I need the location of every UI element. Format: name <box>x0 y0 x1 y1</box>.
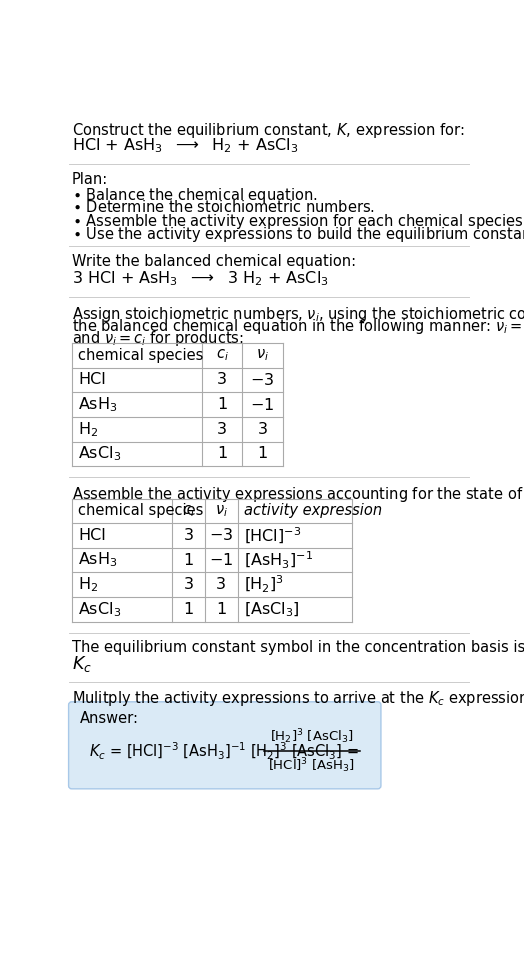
Text: $-3$: $-3$ <box>250 372 275 388</box>
Text: [HCl]$^3$ [AsH$_3$]: [HCl]$^3$ [AsH$_3$] <box>268 757 355 775</box>
Text: [AsH$_3$]$^{-1}$: [AsH$_3$]$^{-1}$ <box>244 550 313 571</box>
Text: and $\nu_i = c_i$ for products:: and $\nu_i = c_i$ for products: <box>72 329 244 348</box>
Bar <box>72 343 282 466</box>
Text: [AsCl$_3$]: [AsCl$_3$] <box>244 600 300 619</box>
Text: $K_c$: $K_c$ <box>72 654 92 674</box>
Text: 3: 3 <box>184 577 194 593</box>
Text: $c_i$: $c_i$ <box>182 503 195 519</box>
Text: [H$_2$]$^3$: [H$_2$]$^3$ <box>244 574 284 596</box>
Text: H$_2$: H$_2$ <box>78 575 98 595</box>
Text: Assign stoichiometric numbers, $\nu_i$, using the stoichiometric coefficients, $: Assign stoichiometric numbers, $\nu_i$, … <box>72 305 524 323</box>
Text: [H$_2$]$^3$ [AsCl$_3$]: [H$_2$]$^3$ [AsCl$_3$] <box>270 727 354 746</box>
Text: 3 HCl + AsH$_3$  $\longrightarrow$  3 H$_2$ + AsCl$_3$: 3 HCl + AsH$_3$ $\longrightarrow$ 3 H$_2… <box>72 269 329 288</box>
Text: The equilibrium constant symbol in the concentration basis is:: The equilibrium constant symbol in the c… <box>72 641 524 655</box>
Text: $\nu_i$: $\nu_i$ <box>215 503 228 519</box>
Text: $-3$: $-3$ <box>209 527 233 544</box>
Text: H$_2$: H$_2$ <box>78 420 98 438</box>
Text: Construct the equilibrium constant, $K$, expression for:: Construct the equilibrium constant, $K$,… <box>72 121 464 140</box>
Text: 1: 1 <box>183 552 194 568</box>
Text: the balanced chemical equation in the following manner: $\nu_i = -c_i$ for react: the balanced chemical equation in the fo… <box>72 316 524 336</box>
Text: $\bullet$ Use the activity expressions to build the equilibrium constant express: $\bullet$ Use the activity expressions t… <box>72 225 524 245</box>
Text: AsH$_3$: AsH$_3$ <box>78 395 117 414</box>
Text: chemical species: chemical species <box>78 503 203 519</box>
Text: Mulitply the activity expressions to arrive at the $K_c$ expression:: Mulitply the activity expressions to arr… <box>72 690 524 709</box>
Text: $-1$: $-1$ <box>250 397 275 412</box>
Text: Write the balanced chemical equation:: Write the balanced chemical equation: <box>72 254 356 269</box>
Text: Assemble the activity expressions accounting for the state of matter and $\nu_i$: Assemble the activity expressions accoun… <box>72 484 524 503</box>
Text: 3: 3 <box>257 422 267 436</box>
Text: HCl + AsH$_3$  $\longrightarrow$  H$_2$ + AsCl$_3$: HCl + AsH$_3$ $\longrightarrow$ H$_2$ + … <box>72 136 298 155</box>
Text: $K_c$ = [HCl]$^{-3}$ [AsH$_3$]$^{-1}$ [H$_2$]$^3$ [AsCl$_3$] =: $K_c$ = [HCl]$^{-3}$ [AsH$_3$]$^{-1}$ [H… <box>89 740 358 761</box>
Text: AsCl$_3$: AsCl$_3$ <box>78 600 121 619</box>
Text: 3: 3 <box>216 577 226 593</box>
Text: Plan:: Plan: <box>72 172 108 187</box>
Text: $\bullet$ Assemble the activity expression for each chemical species.: $\bullet$ Assemble the activity expressi… <box>72 212 524 231</box>
FancyBboxPatch shape <box>69 702 381 789</box>
Text: 3: 3 <box>184 528 194 543</box>
Text: 3: 3 <box>217 422 227 436</box>
Text: Answer:: Answer: <box>80 711 138 726</box>
Text: $\bullet$ Determine the stoichiometric numbers.: $\bullet$ Determine the stoichiometric n… <box>72 199 375 215</box>
Bar <box>72 499 352 621</box>
Text: 1: 1 <box>183 602 194 617</box>
Text: $-1$: $-1$ <box>209 552 233 568</box>
Text: AsCl$_3$: AsCl$_3$ <box>78 445 121 463</box>
Text: $\nu_i$: $\nu_i$ <box>256 347 269 363</box>
Text: AsH$_3$: AsH$_3$ <box>78 550 117 570</box>
Text: 1: 1 <box>257 446 267 461</box>
Text: 1: 1 <box>217 397 227 412</box>
Text: 1: 1 <box>217 446 227 461</box>
Text: 3: 3 <box>217 372 227 387</box>
Text: chemical species: chemical species <box>78 348 203 363</box>
Text: HCl: HCl <box>78 372 106 387</box>
Text: 1: 1 <box>216 602 226 617</box>
Text: activity expression: activity expression <box>244 503 382 519</box>
Text: $\bullet$ Balance the chemical equation.: $\bullet$ Balance the chemical equation. <box>72 186 317 205</box>
Text: $c_i$: $c_i$ <box>216 347 228 363</box>
Text: [HCl]$^{-3}$: [HCl]$^{-3}$ <box>244 526 301 546</box>
Text: HCl: HCl <box>78 528 106 543</box>
